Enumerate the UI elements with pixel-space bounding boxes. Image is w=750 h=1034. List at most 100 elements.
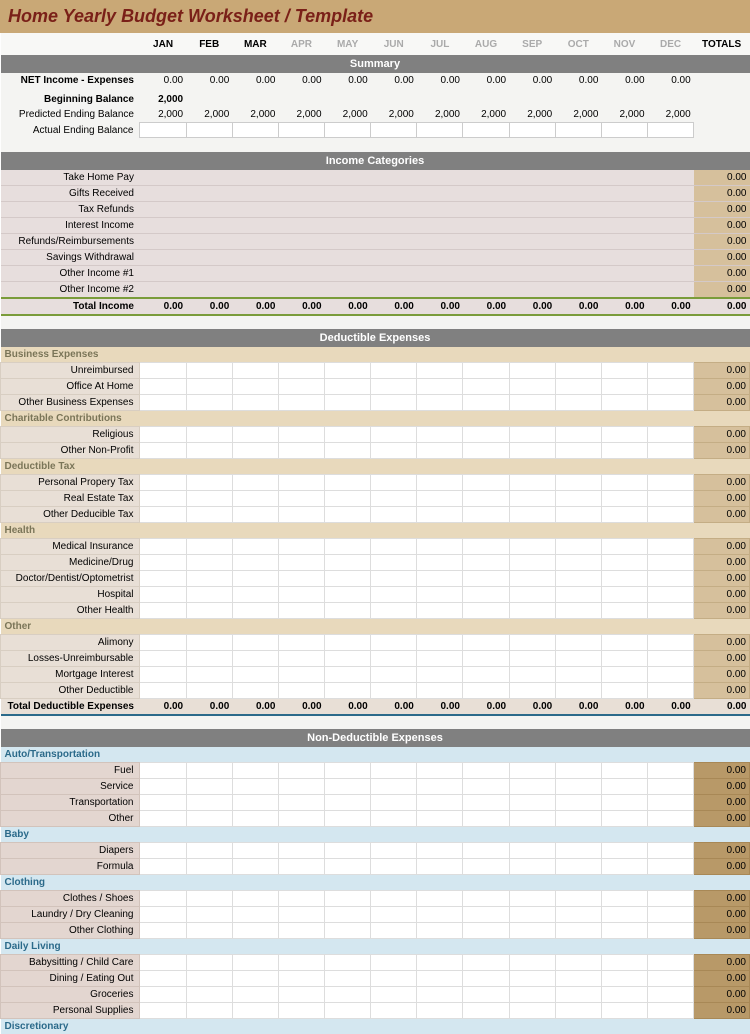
- month-cell[interactable]: [325, 554, 371, 570]
- month-cell[interactable]: [601, 570, 647, 586]
- month-cell[interactable]: [278, 394, 324, 410]
- month-cell[interactable]: [186, 810, 232, 826]
- month-cell[interactable]: [232, 362, 278, 378]
- month-cell[interactable]: [648, 554, 694, 570]
- month-cell[interactable]: [509, 906, 555, 922]
- month-cell[interactable]: [509, 538, 555, 554]
- month-cell[interactable]: [555, 538, 601, 554]
- month-cell[interactable]: [509, 217, 555, 233]
- month-cell[interactable]: [140, 538, 186, 554]
- month-cell[interactable]: [325, 986, 371, 1002]
- month-cell[interactable]: [140, 954, 186, 970]
- month-cell[interactable]: [278, 650, 324, 666]
- month-cell[interactable]: [371, 682, 417, 698]
- month-cell[interactable]: [186, 362, 232, 378]
- month-cell[interactable]: [186, 682, 232, 698]
- month-cell[interactable]: [278, 666, 324, 682]
- month-cell[interactable]: [417, 634, 463, 650]
- month-cell[interactable]: [325, 1002, 371, 1018]
- month-cell[interactable]: [648, 842, 694, 858]
- month-cell[interactable]: [325, 890, 371, 906]
- month-cell[interactable]: 0.00: [648, 73, 694, 88]
- month-cell[interactable]: [232, 778, 278, 794]
- month-cell[interactable]: [140, 249, 186, 265]
- month-cell[interactable]: 0.00: [417, 73, 463, 88]
- month-cell[interactable]: [648, 890, 694, 906]
- month-cell[interactable]: [371, 362, 417, 378]
- month-cell[interactable]: [463, 602, 509, 618]
- month-cell[interactable]: [325, 650, 371, 666]
- month-cell[interactable]: [186, 442, 232, 458]
- month-cell[interactable]: [278, 538, 324, 554]
- month-cell[interactable]: [601, 442, 647, 458]
- month-cell[interactable]: [463, 570, 509, 586]
- month-cell[interactable]: [509, 426, 555, 442]
- month-cell[interactable]: [417, 490, 463, 506]
- month-cell[interactable]: 0.00: [509, 698, 555, 715]
- month-cell[interactable]: [278, 954, 324, 970]
- month-cell[interactable]: [140, 442, 186, 458]
- month-cell[interactable]: [648, 810, 694, 826]
- month-cell[interactable]: [278, 602, 324, 618]
- month-cell[interactable]: 2,000: [278, 107, 324, 123]
- month-cell[interactable]: [555, 634, 601, 650]
- actual-input[interactable]: [417, 123, 463, 138]
- month-cell[interactable]: [555, 682, 601, 698]
- month-cell[interactable]: [509, 1002, 555, 1018]
- month-cell[interactable]: [648, 858, 694, 874]
- month-cell[interactable]: [417, 506, 463, 522]
- month-cell[interactable]: [278, 281, 324, 298]
- month-cell[interactable]: [417, 778, 463, 794]
- month-cell[interactable]: [463, 185, 509, 201]
- month-cell[interactable]: [463, 201, 509, 217]
- month-cell[interactable]: [601, 265, 647, 281]
- month-cell[interactable]: [278, 442, 324, 458]
- month-cell[interactable]: [232, 762, 278, 778]
- month-cell[interactable]: [555, 906, 601, 922]
- month-cell[interactable]: [555, 490, 601, 506]
- month-cell[interactable]: [325, 762, 371, 778]
- month-cell[interactable]: [186, 538, 232, 554]
- month-cell[interactable]: [417, 249, 463, 265]
- month-cell[interactable]: [648, 602, 694, 618]
- month-cell[interactable]: [601, 426, 647, 442]
- month-cell[interactable]: [417, 281, 463, 298]
- month-cell[interactable]: [232, 442, 278, 458]
- month-cell[interactable]: [325, 842, 371, 858]
- month-cell[interactable]: [417, 954, 463, 970]
- month-cell[interactable]: 0.00: [371, 73, 417, 88]
- month-cell[interactable]: [417, 810, 463, 826]
- month-cell[interactable]: [417, 394, 463, 410]
- month-cell[interactable]: [371, 922, 417, 938]
- month-cell[interactable]: [463, 506, 509, 522]
- month-cell[interactable]: [232, 1002, 278, 1018]
- month-cell[interactable]: [417, 762, 463, 778]
- month-cell[interactable]: [601, 922, 647, 938]
- month-cell[interactable]: [140, 858, 186, 874]
- actual-input[interactable]: [371, 123, 417, 138]
- month-cell[interactable]: 0.00: [278, 298, 324, 315]
- month-cell[interactable]: [278, 810, 324, 826]
- month-cell[interactable]: [509, 185, 555, 201]
- month-cell[interactable]: [371, 794, 417, 810]
- month-cell[interactable]: [186, 906, 232, 922]
- month-cell[interactable]: [555, 666, 601, 682]
- month-cell[interactable]: [325, 570, 371, 586]
- month-cell[interactable]: [278, 265, 324, 281]
- month-cell[interactable]: [417, 426, 463, 442]
- month-cell[interactable]: [555, 602, 601, 618]
- month-cell[interactable]: [371, 474, 417, 490]
- month-cell[interactable]: [648, 794, 694, 810]
- month-cell[interactable]: [648, 426, 694, 442]
- month-cell[interactable]: [140, 490, 186, 506]
- month-cell[interactable]: [278, 201, 324, 217]
- month-cell[interactable]: [371, 538, 417, 554]
- month-cell[interactable]: [648, 490, 694, 506]
- month-cell[interactable]: [601, 170, 647, 186]
- month-cell[interactable]: 0.00: [371, 698, 417, 715]
- month-cell[interactable]: 0.00: [509, 73, 555, 88]
- month-cell[interactable]: 0.00: [140, 298, 186, 315]
- month-cell[interactable]: [140, 506, 186, 522]
- month-cell[interactable]: [278, 586, 324, 602]
- month-cell[interactable]: [325, 970, 371, 986]
